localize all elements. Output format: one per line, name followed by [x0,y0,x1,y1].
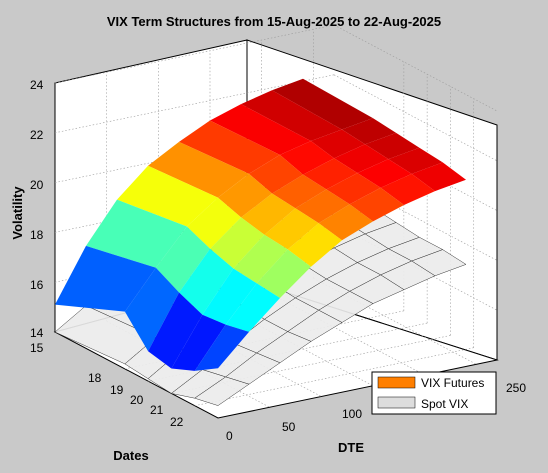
vix-futures-surface [55,78,466,371]
x-tick-50: 50 [282,420,296,434]
vix-futures-face [148,141,249,198]
vix-futures-face [272,78,373,130]
y-tick-19: 19 [110,383,124,397]
vix-futures-face [241,90,342,141]
vix-futures-face [194,324,249,371]
legend-label-spot: Spot VIX [421,397,468,411]
vix-futures-face [349,187,404,222]
z-tick-16: 16 [30,278,44,292]
y-tick-18: 18 [88,371,102,385]
chart-title: VIX Term Structures from 15-Aug-2025 to … [107,14,441,29]
vix-futures-face [248,154,304,194]
vix-futures-face [233,234,288,284]
gridline-floor-x [313,278,477,365]
x-tick-250: 250 [506,381,526,395]
vix-futures-face [287,223,342,267]
vix-futures-face [388,147,443,174]
vix-futures-face [210,104,311,155]
y-axis-label: Dates [113,448,148,463]
vix-futures-face [256,249,311,298]
y-tick-20: 20 [130,393,144,407]
x-tick-100: 100 [342,407,362,421]
z-axis-label: Volatility [10,186,25,240]
vix-futures-face [326,173,381,205]
vix-futures-face [148,292,203,369]
vix-futures-face [124,267,180,352]
vix-futures-face [272,174,327,209]
vix-futures-face [264,208,319,250]
legend-swatch-spot [377,396,416,409]
legend-label-futures: VIX Futures [421,376,484,390]
y-tick-22: 22 [170,415,184,429]
legend: VIX Futures Spot VIX [371,371,497,415]
legend-swatch-futures [377,376,416,389]
y-tick-15: 15 [30,341,44,355]
vix-futures-face [155,226,211,293]
spot-vix-face [194,376,250,406]
vix-futures-face [279,141,335,175]
vix-futures-face [225,283,280,332]
vix-futures-face [202,268,257,325]
vix-futures-face [310,129,366,159]
vix-futures-face [86,199,187,268]
vix-futures-face [380,173,435,205]
z-tick-14: 14 [30,326,44,340]
vix-futures-face [334,144,389,173]
vix-futures-face [357,159,412,188]
vix-futures-face [303,158,358,190]
vix-futures-face [117,165,218,227]
vix-futures-face [365,132,420,160]
gridline-side-z [333,74,498,162]
z-tick-20: 20 [30,178,44,192]
vix-futures-face [295,189,350,224]
x-tick-0: 0 [226,429,233,443]
vix-futures-face [179,248,234,315]
y-tick-21: 21 [150,403,164,417]
vix-futures-face [217,173,273,218]
vix-futures-face [55,245,156,312]
tick-labels: 24 22 20 18 16 14 15 18 19 20 21 22 0 50… [30,78,526,443]
gridline-side-z [333,174,498,261]
z-tick-24: 24 [30,78,44,92]
z-tick-22: 22 [30,128,44,142]
gridline-side-z [333,24,498,112]
vix-futures-face [171,314,226,371]
vix-futures-face [411,162,466,192]
vix-futures-face [341,118,397,145]
vix-futures-face [318,204,373,241]
vix-futures-face [186,197,242,249]
gridline-floor-x [261,288,425,376]
vix-futures-face [179,120,280,174]
x-axis-label: DTE [338,440,364,455]
z-tick-18: 18 [30,228,44,242]
vix-futures-face [210,217,265,269]
vix-futures-face [241,193,296,235]
